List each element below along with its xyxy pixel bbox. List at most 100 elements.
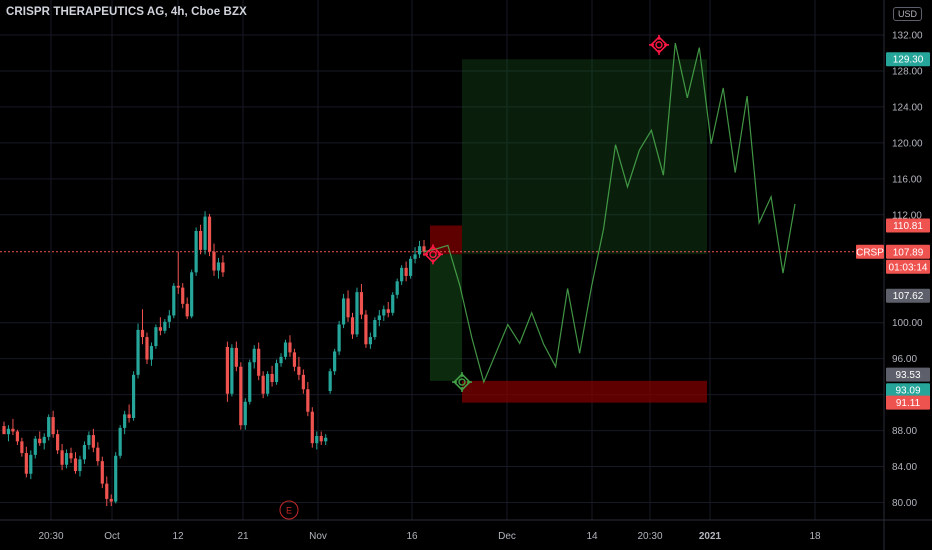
- candle-body: [319, 435, 323, 442]
- price-tag-bg: [886, 52, 930, 67]
- candle-body: [149, 346, 154, 360]
- currency-button[interactable]: USD: [892, 7, 922, 21]
- candle-body: [181, 287, 185, 304]
- x-tick-label: Nov: [309, 531, 327, 542]
- candle-body: [64, 453, 69, 465]
- candle-body: [373, 319, 377, 338]
- candle-body: [78, 459, 82, 472]
- candle-body: [328, 371, 332, 392]
- candle-body: [185, 303, 189, 317]
- candle-body: [221, 262, 225, 273]
- y-tick-label: 88.00: [892, 426, 917, 437]
- marker-ring: [429, 250, 437, 259]
- price-tag-text: 129.30: [893, 55, 924, 66]
- candle-body: [333, 351, 337, 372]
- x-tick-label: 20:30: [38, 531, 63, 542]
- y-tick-label: 80.00: [892, 498, 917, 509]
- y-tick-label: 96.00: [892, 354, 917, 365]
- candle-body: [6, 428, 11, 435]
- candle-body: [47, 417, 51, 437]
- x-tick-label: 14: [586, 531, 598, 542]
- candle-body: [212, 251, 216, 271]
- candle-body: [283, 342, 288, 357]
- candle-body: [270, 373, 274, 383]
- candle-body: [239, 366, 243, 426]
- candle-body: [368, 337, 372, 345]
- symbol-tag-bg: [856, 244, 884, 259]
- candle-body: [301, 374, 305, 390]
- y-tick-label: 132.00: [892, 30, 923, 41]
- price-tag-bg: [886, 288, 930, 303]
- price-tag-target: 129.30: [886, 52, 930, 67]
- earnings-marker: E: [279, 500, 299, 520]
- marker-ring: [655, 41, 663, 49]
- candle-body: [114, 455, 118, 502]
- price-tag-text: 107.89: [893, 247, 924, 258]
- candle-body: [194, 230, 198, 273]
- candle-body: [131, 374, 136, 418]
- candle-body: [91, 435, 95, 448]
- candle-body: [100, 461, 104, 484]
- candle-body: [266, 373, 270, 394]
- marker-diamond: [424, 245, 442, 264]
- y-tick-label: 84.00: [892, 462, 917, 473]
- candle-body: [400, 267, 404, 282]
- candle-body: [216, 262, 221, 271]
- candle-body: [198, 230, 203, 250]
- y-tick-label: 112.00: [892, 210, 922, 221]
- x-tick-label: 18: [809, 531, 821, 542]
- candle-body: [395, 281, 399, 295]
- candle-body: [377, 315, 381, 320]
- candle-body: [261, 375, 265, 394]
- candle-body: [315, 435, 319, 444]
- y-tick-label: 116.00: [892, 174, 922, 185]
- high-marker: [649, 34, 669, 55]
- y-tick-label: 124.00: [892, 102, 923, 113]
- candle-body: [15, 431, 20, 442]
- candle-body: [56, 434, 60, 451]
- price-tags: 129.30 110.81 107.89 CRSP 01:03:14 107.62 93.5…: [856, 52, 930, 410]
- candle-body: [243, 401, 247, 426]
- candle-body: [234, 347, 238, 367]
- price-tag-text: 91.11: [896, 398, 921, 409]
- candle-body: [51, 417, 55, 435]
- candle-body: [172, 285, 176, 316]
- candle-body: [355, 292, 359, 335]
- marker-diamond: [650, 35, 668, 54]
- candle-body: [274, 363, 279, 383]
- candle-body: [96, 447, 100, 462]
- candle-body: [279, 356, 283, 364]
- candle-body: [73, 458, 78, 472]
- target-zone: [462, 59, 707, 255]
- candle-body: [248, 362, 252, 402]
- candle-body: [252, 348, 256, 363]
- candle-body: [163, 321, 167, 331]
- x-tick-label: 16: [406, 531, 418, 542]
- candle-body: [324, 437, 328, 442]
- candle-body: [288, 342, 292, 353]
- candle-body: [292, 352, 297, 367]
- price-tag-bg: [886, 259, 930, 274]
- candle-body: [29, 454, 33, 474]
- candle-body: [123, 414, 127, 428]
- price-tag-level: 93.53: [886, 367, 930, 382]
- y-tick-label: 120.00: [892, 138, 923, 149]
- price-tag-bg: [886, 395, 930, 410]
- candle-body: [33, 438, 37, 455]
- x-tick-label: Dec: [498, 531, 516, 542]
- x-tick-label: Oct: [104, 531, 120, 542]
- candlestick-series: [2, 211, 426, 507]
- candle-body: [2, 426, 6, 435]
- x-tick-label: 20:30: [637, 531, 662, 542]
- candle-body: [105, 483, 109, 499]
- stop-zone: [462, 380, 707, 403]
- candle-body: [225, 346, 230, 394]
- candle-body: [350, 317, 355, 335]
- candle-body: [158, 327, 162, 331]
- price-tag-bg: [886, 383, 930, 398]
- chart-title: CRISPR THERAPEUTICS AG, 4h, Cboe BZX: [6, 6, 247, 18]
- candle-body: [87, 435, 91, 445]
